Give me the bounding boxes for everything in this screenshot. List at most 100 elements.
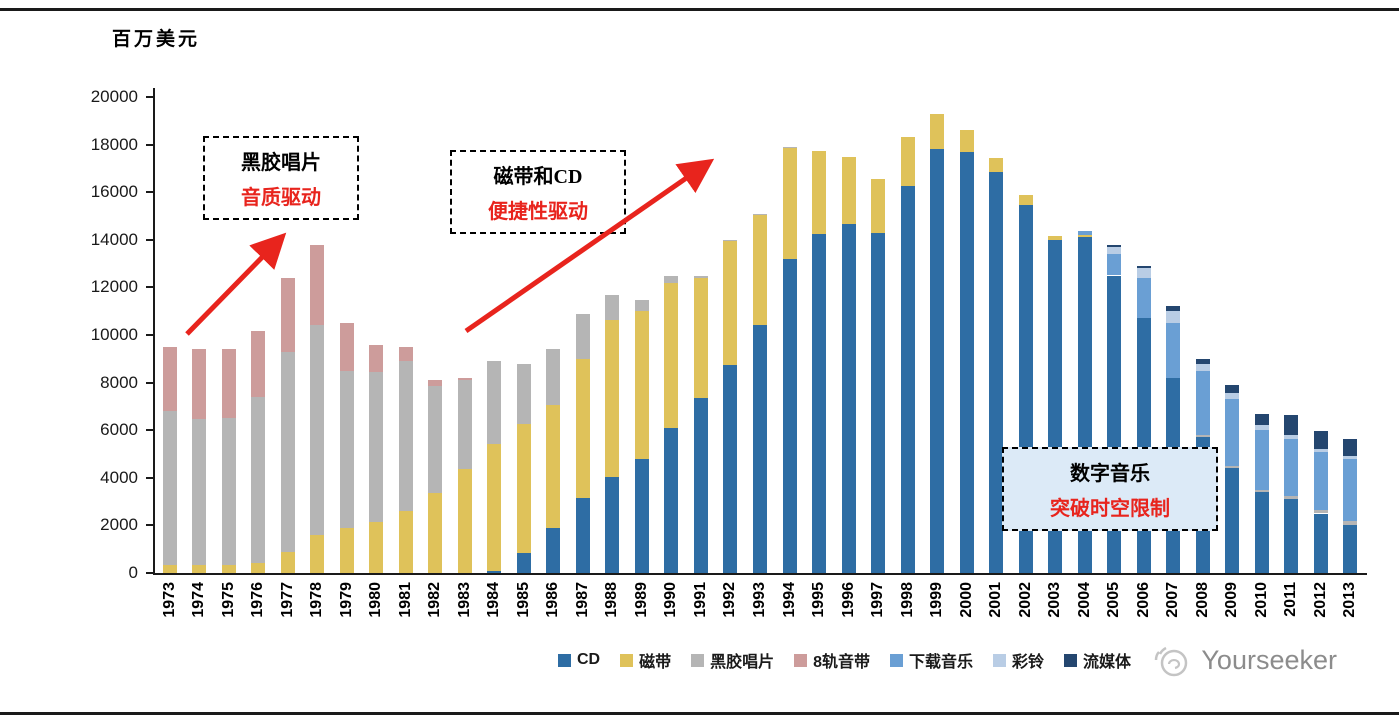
x-tick-label-1974: 1974 <box>190 582 208 618</box>
bar-segment-磁带-1986 <box>546 405 561 528</box>
bar-segment-下载音乐-2005 <box>1107 254 1122 276</box>
bar-segment-黑胶唱片-1994 <box>782 146 797 149</box>
bar-segment-流媒体-2008 <box>1195 358 1210 364</box>
bar-segment-黑胶唱片-1984 <box>487 361 502 445</box>
bar-segment-下载音乐-2011 <box>1284 438 1299 496</box>
bar-segment-黑胶唱片-2010 <box>1254 489 1269 493</box>
x-tick-label-1986: 1986 <box>544 582 562 618</box>
legend-label: CD <box>576 651 601 668</box>
bar-segment-磁带-1993 <box>753 214 767 326</box>
y-tick-mark <box>146 143 155 146</box>
bar-segment-CD-2012 <box>1313 513 1328 573</box>
bar-segment-磁带-1994 <box>782 148 797 259</box>
bar-segment-彩铃-2011 <box>1284 434 1299 439</box>
x-tick-label-2003: 2003 <box>1046 582 1064 618</box>
bar-segment-磁带-1984 <box>487 444 502 571</box>
bar-segment-8轨音带-1981 <box>398 346 413 362</box>
legend-swatch <box>993 653 1007 667</box>
x-tick-label-1994: 1994 <box>780 582 798 618</box>
annotation-vinyl-subtitle: 音质驱动 <box>241 187 321 209</box>
bar-segment-黑胶唱片-2012 <box>1313 509 1328 514</box>
x-tick-label-1973: 1973 <box>160 582 178 618</box>
bar-segment-8轨音带-1976 <box>251 331 266 397</box>
legend-label: 磁带 <box>639 654 672 671</box>
y-tick-label: 6000 <box>100 420 138 440</box>
bar-segment-CD-2013 <box>1343 525 1358 573</box>
bar-segment-黑胶唱片-1975 <box>221 418 236 565</box>
annotation-digital-title: 数字音乐 <box>1070 463 1150 485</box>
y-tick-label: 14000 <box>90 229 138 249</box>
bar-segment-8轨音带-1979 <box>339 323 354 371</box>
bar-segment-流媒体-2005 <box>1107 244 1122 247</box>
x-tick-label-1990: 1990 <box>662 582 680 618</box>
bar-segment-黑胶唱片-1988 <box>605 294 620 320</box>
legend-item-下载音乐: 下载音乐 <box>890 648 973 672</box>
y-tick-mark <box>146 286 155 289</box>
bar-segment-流媒体-2009 <box>1225 384 1240 394</box>
legend-swatch <box>890 653 903 667</box>
legend-item-8轨音带: 8轨音带 <box>794 648 870 672</box>
y-tick-mark <box>146 334 155 336</box>
annotation-cassette-cd-title: 磁带和CD <box>493 166 583 188</box>
bar-segment-磁带-1983 <box>457 469 472 573</box>
bar-segment-黑胶唱片-1992 <box>723 239 738 241</box>
legend: CD 磁带 黑胶唱片 8轨音带 下载音乐 彩铃 流媒体 <box>290 648 1399 672</box>
x-tick-label-1976: 1976 <box>249 582 267 618</box>
y-tick-mark <box>146 524 155 527</box>
legend-label: 流媒体 <box>1083 654 1132 671</box>
x-tick-label-2013: 2013 <box>1341 582 1359 618</box>
y-tick-label: 8000 <box>100 372 138 392</box>
bar-segment-磁带-2002 <box>1018 194 1033 206</box>
bar-segment-CD-2010 <box>1254 492 1269 573</box>
bar-segment-CD-1999 <box>930 149 945 573</box>
x-tick-label-2011: 2011 <box>1282 582 1300 617</box>
bar-segment-CD-1995 <box>812 233 827 573</box>
bar-segment-CD-1997 <box>871 232 886 573</box>
bar-segment-流媒体-2011 <box>1284 414 1299 435</box>
bar-segment-磁带-1979 <box>339 527 354 573</box>
wechat-icon <box>1155 646 1188 677</box>
legend-swatch <box>557 653 571 667</box>
x-tick-label-2009: 2009 <box>1223 582 1241 618</box>
y-axis-line <box>153 88 155 575</box>
y-tick-label: 16000 <box>90 182 138 202</box>
x-tick-label-2007: 2007 <box>1164 582 1182 618</box>
bar-segment-彩铃-2005 <box>1107 246 1122 255</box>
bar-segment-黑胶唱片-1973 <box>162 411 177 565</box>
legend-item-流媒体: 流媒体 <box>1064 648 1131 672</box>
x-axis-line <box>153 573 1367 575</box>
y-tick-label: 18000 <box>90 134 138 154</box>
bar-segment-8轨音带-1974 <box>192 349 207 420</box>
bar-segment-8轨音带-1980 <box>369 344 384 372</box>
bar-segment-CD-1991 <box>693 398 708 573</box>
y-tick-label: 10000 <box>90 325 138 344</box>
bar-segment-黑胶唱片-1986 <box>546 349 561 406</box>
bar-segment-黑胶唱片-2008 <box>1195 434 1210 438</box>
bar-segment-CD-2006 <box>1136 318 1151 573</box>
bar-segment-CD-1992 <box>723 364 738 573</box>
bar-segment-黑胶唱片-1990 <box>664 275 679 283</box>
bar-segment-磁带-1989 <box>634 311 649 459</box>
bar-segment-CD-1990 <box>664 427 679 573</box>
bar-segment-8轨音带-1982 <box>428 380 443 387</box>
bar-segment-磁带-2000 <box>959 130 974 152</box>
vinyl-arrow <box>185 232 287 336</box>
x-tick-label-1988: 1988 <box>603 582 621 618</box>
x-tick-label-2000: 2000 <box>957 582 975 618</box>
annotation-digital: 数字音乐 突破时空限制 <box>1002 447 1218 531</box>
x-tick-label-1987: 1987 <box>573 582 591 618</box>
y-tick-label: 12000 <box>90 277 138 297</box>
bar-segment-彩铃-2009 <box>1225 393 1240 400</box>
y-tick-mark <box>146 572 155 574</box>
bar-segment-黑胶唱片-1985 <box>516 363 531 425</box>
bar-segment-CD-1986 <box>546 527 561 573</box>
x-tick-label-1999: 1999 <box>928 582 946 618</box>
bar-segment-磁带-2004 <box>1077 235 1092 238</box>
x-tick-label-2006: 2006 <box>1134 582 1152 618</box>
bar-segment-下载音乐-2009 <box>1225 399 1240 466</box>
bar-segment-黑胶唱片-1977 <box>280 351 295 552</box>
bar-segment-黑胶唱片-1991 <box>693 275 708 278</box>
x-tick-label-2005: 2005 <box>1105 582 1123 618</box>
legend-swatch <box>620 653 634 667</box>
legend-item-磁带: 磁带 <box>620 648 671 672</box>
